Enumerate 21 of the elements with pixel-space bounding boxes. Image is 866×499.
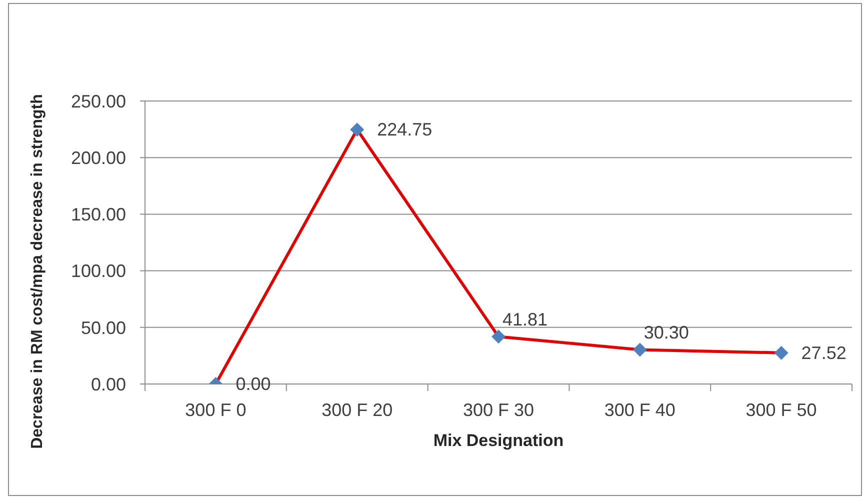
- x-tick-label: 300 F 30: [462, 400, 534, 420]
- point: [774, 346, 788, 360]
- x-tick-label: 300 F 40: [604, 400, 676, 420]
- x-tick-label: 300 F 0: [185, 400, 246, 420]
- y-tick-label: 50.00: [80, 318, 126, 338]
- y-tick-label: 0.00: [90, 374, 126, 394]
- y-tick-label: 200.00: [70, 148, 126, 168]
- data-label: 41.81: [502, 310, 548, 330]
- y-tick-label: 250.00: [70, 91, 126, 112]
- y-tick-label: 100.00: [70, 261, 126, 282]
- y-axis-title: Decrease in RM cost/mpa decrease in strength: [28, 94, 46, 449]
- x-tick-label: 300 F 50: [746, 400, 817, 420]
- point: [350, 122, 364, 137]
- point: [632, 342, 647, 357]
- data-label: 30.30: [644, 322, 689, 343]
- data-label: 224.75: [377, 120, 432, 140]
- x-axis-title: Mix Designation: [433, 430, 564, 450]
- point: [492, 330, 506, 344]
- x-tick-label: 300 F 20: [322, 400, 393, 420]
- y-tick-label: 150.00: [70, 204, 126, 225]
- data-label: 27.52: [801, 342, 846, 363]
